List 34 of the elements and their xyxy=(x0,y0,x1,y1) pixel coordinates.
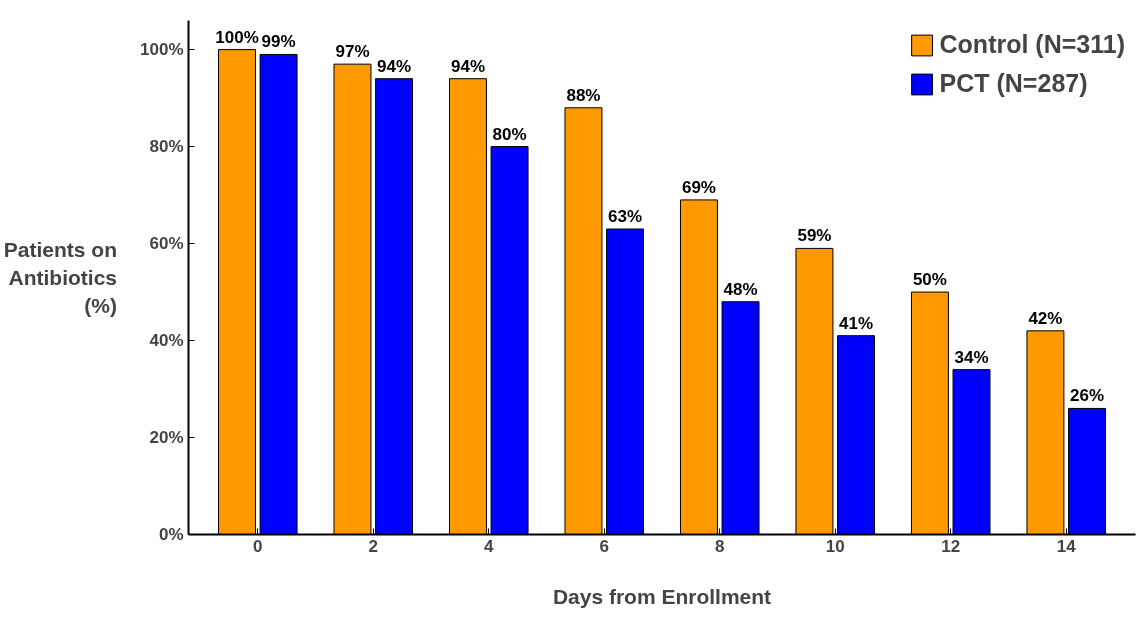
y-tick-label: 60% xyxy=(149,234,184,254)
data-label: 41% xyxy=(839,313,874,333)
data-label: 42% xyxy=(1028,308,1063,328)
data-label: 48% xyxy=(723,279,758,299)
legend-label: PCT (N=287) xyxy=(939,69,1088,98)
data-label: 26% xyxy=(1069,386,1105,406)
x-tick-label: 4 xyxy=(484,536,495,556)
data-label: 97% xyxy=(335,42,370,62)
data-label: 99% xyxy=(261,32,296,52)
data-label: 69% xyxy=(681,177,716,197)
data-label: 50% xyxy=(912,270,947,290)
x-tick-label: 10 xyxy=(825,536,845,556)
data-label: 80% xyxy=(492,124,527,144)
y-tick-label: 100% xyxy=(140,40,184,60)
y-tick-label: 0% xyxy=(158,525,184,544)
x-tick-label: 6 xyxy=(599,536,609,556)
legend-label: Control (N=311) xyxy=(939,30,1125,59)
x-tick-label: 0 xyxy=(253,536,263,556)
x-axis-title: Days from Enrollment xyxy=(552,584,772,608)
y-tick-label: 20% xyxy=(149,428,184,448)
x-tick-label: 14 xyxy=(1056,536,1077,556)
y-axis-title: Patients on Antibiotics (%) xyxy=(3,238,118,317)
y-tick-label: 40% xyxy=(149,331,184,351)
x-tick-label: 2 xyxy=(368,536,379,556)
data-label: 88% xyxy=(566,85,601,105)
y-tick-label: 80% xyxy=(149,137,184,157)
data-label: 59% xyxy=(797,226,832,246)
x-tick-label: 12 xyxy=(941,536,961,556)
x-tick-label: 8 xyxy=(715,536,725,556)
data-label: 94% xyxy=(450,56,485,76)
data-label: 100% xyxy=(215,27,259,47)
data-label: 94% xyxy=(377,56,412,76)
data-label: 34% xyxy=(954,347,989,367)
data-label: 63% xyxy=(608,207,643,227)
